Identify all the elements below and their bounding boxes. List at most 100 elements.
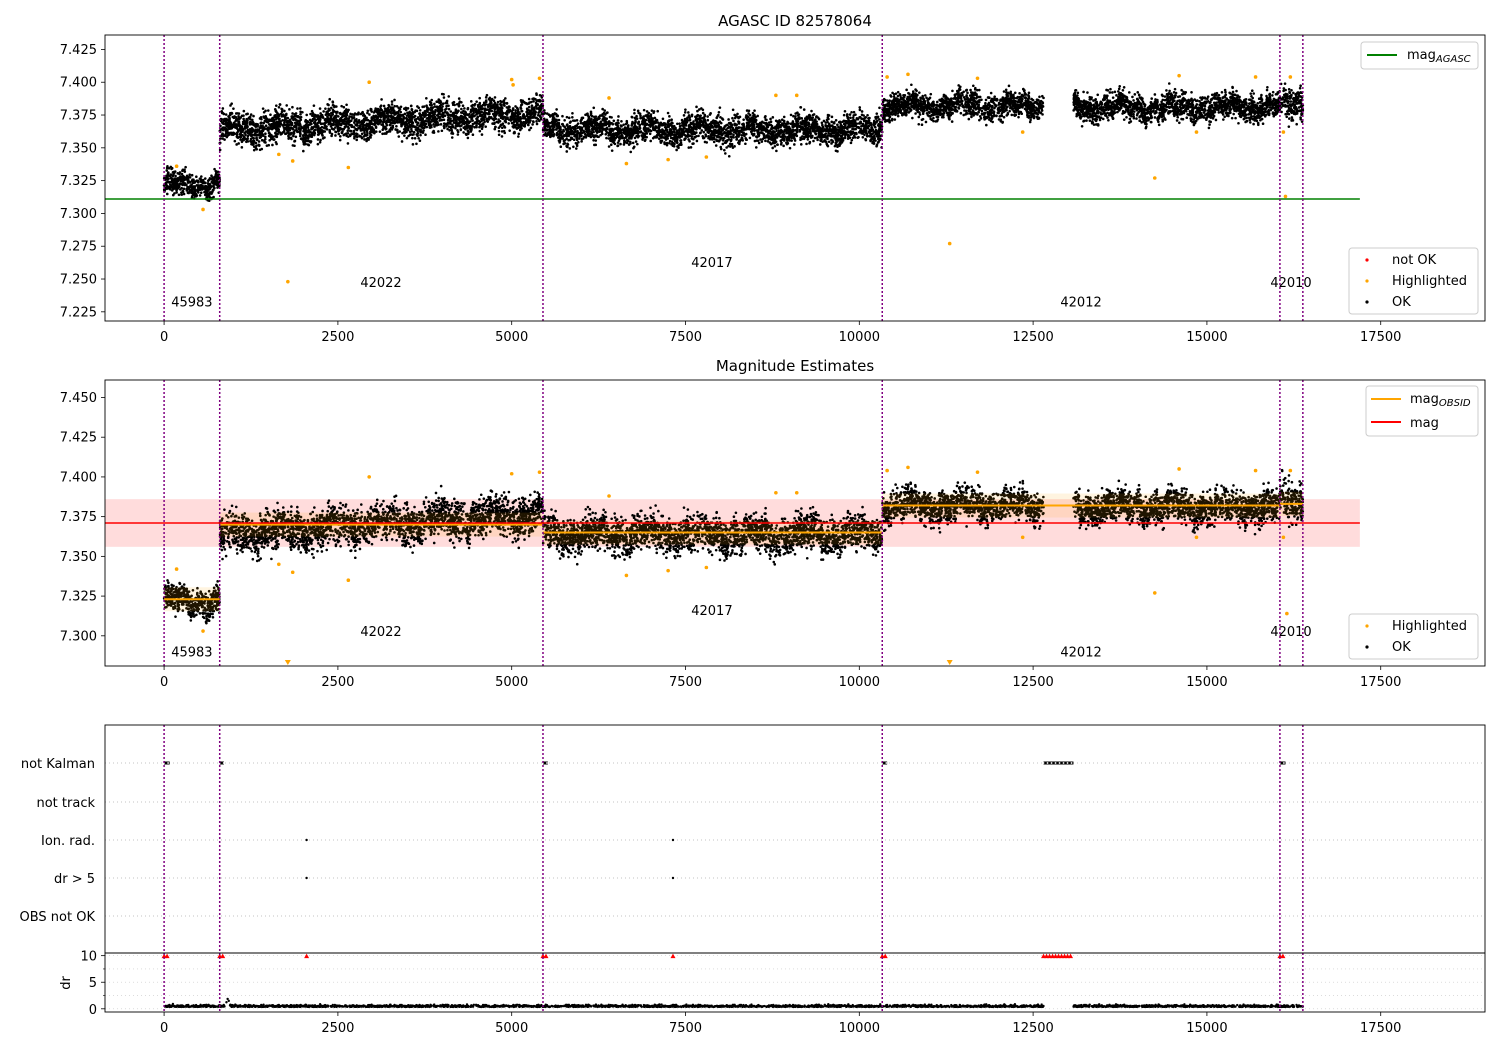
- ok-point: [219, 124, 222, 128]
- ok-point: [229, 104, 232, 107]
- ok-point: [244, 124, 247, 127]
- ok-point: [383, 118, 386, 121]
- ok-point: [470, 116, 474, 120]
- ok-point: [355, 138, 359, 142]
- ok-point: [272, 120, 275, 124]
- ok-point: [445, 125, 448, 128]
- ok-point: [359, 129, 363, 132]
- ok-point: [799, 143, 803, 146]
- ok-point: [182, 187, 186, 191]
- ok-point: [316, 133, 320, 136]
- ok-point: [495, 111, 499, 115]
- ok-point: [535, 122, 539, 126]
- ok-point: [166, 174, 170, 177]
- ok-point: [166, 171, 170, 174]
- ok-point: [360, 122, 364, 126]
- ok-point: [265, 144, 269, 147]
- ok-point: [453, 103, 456, 107]
- ok-point: [274, 134, 277, 137]
- ok-point: [463, 114, 467, 117]
- ok-point: [503, 126, 507, 129]
- ok-point: [315, 123, 319, 126]
- ok-point: [350, 115, 353, 119]
- ok-point: [312, 118, 316, 121]
- ok-point: [437, 130, 440, 133]
- ok-point: [438, 115, 442, 119]
- ok-point: [251, 120, 255, 124]
- ok-point: [385, 123, 389, 127]
- ok-point: [510, 117, 514, 120]
- ok-point: [200, 175, 203, 178]
- ok-point: [266, 109, 270, 112]
- ok-point: [318, 140, 322, 144]
- ok-point: [332, 104, 336, 108]
- ok-point: [467, 120, 470, 123]
- ok-point: [622, 143, 626, 146]
- ok-point: [258, 136, 262, 140]
- ok-point: [312, 121, 316, 124]
- ok-point: [794, 115, 797, 118]
- ok-point: [304, 139, 308, 143]
- ok-point: [254, 131, 257, 134]
- ok-point: [236, 128, 240, 132]
- ok-point: [782, 115, 786, 119]
- ok-point: [719, 147, 723, 151]
- ok-point: [256, 133, 259, 137]
- ok-point: [373, 122, 376, 125]
- ok-point: [687, 138, 690, 141]
- ok-point: [264, 135, 267, 139]
- ok-point: [179, 188, 182, 191]
- ok-point: [776, 143, 779, 146]
- ok-point: [179, 179, 183, 183]
- ok-point: [714, 144, 718, 147]
- ok-point: [224, 121, 228, 125]
- ok-point: [682, 126, 686, 130]
- ok-point: [858, 108, 862, 112]
- ok-point: [185, 176, 189, 179]
- ok-point: [513, 130, 516, 134]
- ok-point: [402, 130, 406, 134]
- ok-point: [721, 118, 725, 121]
- ok-point: [488, 109, 492, 112]
- ok-point: [173, 182, 176, 186]
- ok-point: [205, 191, 208, 194]
- ok-point: [287, 123, 291, 127]
- ok-point: [675, 148, 678, 152]
- ok-point: [572, 145, 575, 149]
- ok-point: [255, 144, 258, 148]
- ok-point: [283, 114, 286, 118]
- ok-point: [533, 110, 537, 114]
- ok-point: [507, 122, 510, 125]
- ok-point: [565, 150, 569, 153]
- ok-point: [382, 104, 386, 108]
- ok-point: [715, 120, 718, 124]
- ok-point: [439, 103, 443, 106]
- ok-point: [565, 115, 569, 119]
- ok-point: [517, 135, 520, 138]
- ok-point: [861, 135, 865, 139]
- ok-point: [501, 122, 505, 126]
- ok-point: [174, 174, 177, 178]
- ok-point: [289, 136, 293, 140]
- ok-point: [295, 126, 298, 130]
- ok-point: [238, 127, 242, 130]
- ok-point: [740, 136, 744, 140]
- ok-point: [303, 131, 307, 135]
- ok-point: [327, 103, 330, 107]
- ok-point: [823, 138, 827, 142]
- ok-point: [676, 122, 679, 126]
- ok-point: [178, 172, 181, 176]
- ok-point: [508, 105, 511, 109]
- ok-point: [250, 142, 253, 146]
- ok-point: [252, 145, 256, 148]
- ok-point: [233, 139, 237, 143]
- ok-point: [188, 173, 192, 177]
- ok-point: [492, 117, 495, 121]
- ok-point: [742, 118, 745, 121]
- ok-point: [302, 142, 306, 146]
- ok-point: [769, 117, 772, 121]
- ok-point: [313, 128, 317, 132]
- ok-point: [461, 104, 465, 108]
- ok-point: [406, 107, 410, 110]
